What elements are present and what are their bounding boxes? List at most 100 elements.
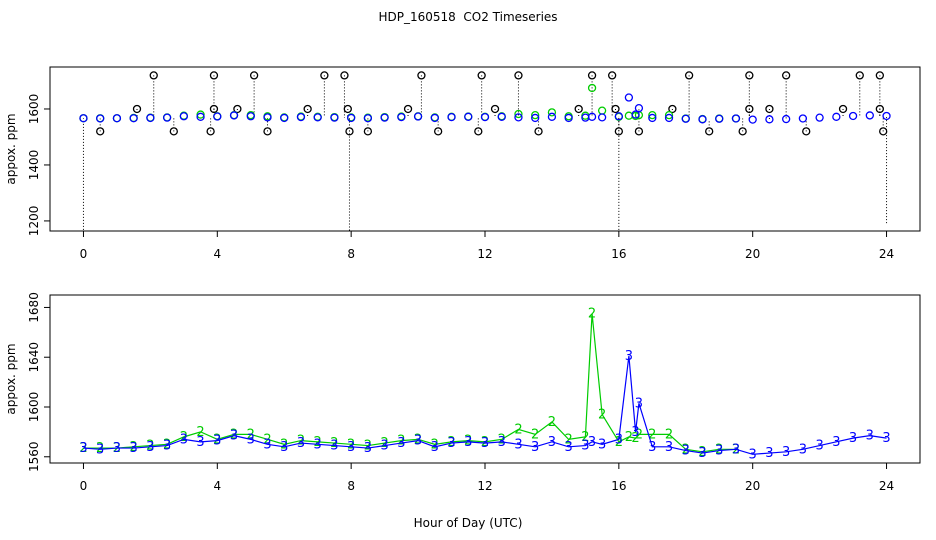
data-marker: 3	[682, 444, 690, 459]
data-marker: 3	[588, 435, 596, 450]
data-marker: 3	[79, 441, 87, 456]
data-marker: 3	[598, 437, 606, 452]
outlier-point	[668, 104, 677, 114]
outlier-point	[249, 71, 259, 80]
data-point	[313, 113, 322, 122]
data-marker: 3	[180, 432, 188, 447]
data-marker: 3	[297, 436, 305, 451]
x-tick-label: 4	[213, 479, 221, 493]
y-tick-label: 1400	[27, 150, 41, 181]
data-point	[263, 113, 272, 122]
data-point	[380, 113, 389, 122]
data-marker: 3	[565, 440, 573, 455]
outlier-point	[608, 71, 617, 80]
outlier-point	[96, 127, 105, 136]
outlier-point	[875, 104, 884, 114]
x-tick-label: 12	[477, 479, 492, 493]
data-point	[79, 114, 88, 123]
data-point	[882, 111, 891, 121]
data-marker: 2	[213, 432, 221, 447]
series-line	[83, 313, 736, 453]
data-point	[748, 115, 757, 124]
outlier-point	[474, 127, 483, 136]
data-marker: 3	[815, 439, 823, 454]
outlier-point	[209, 71, 219, 80]
outlier-point	[534, 127, 543, 136]
outlier-point	[477, 71, 486, 80]
data-marker: 3	[280, 440, 288, 455]
outlier-point	[745, 104, 754, 114]
data-point	[296, 112, 306, 122]
data-point	[531, 113, 540, 123]
data-marker: 3	[732, 442, 740, 457]
data-point	[213, 112, 222, 121]
outlier-point	[875, 71, 884, 80]
data-marker: 2	[247, 427, 255, 442]
data-point	[179, 112, 188, 121]
data-marker: 2	[96, 441, 104, 456]
data-point	[464, 112, 473, 121]
outlier-point	[745, 71, 754, 80]
outlier-point	[684, 71, 694, 80]
data-marker: 3	[635, 396, 643, 411]
data-marker: 2	[130, 440, 138, 455]
data-marker: 2	[330, 436, 338, 451]
data-marker: 3	[163, 439, 171, 454]
data-marker: 2	[682, 442, 690, 457]
data-point	[681, 114, 690, 123]
data-point	[782, 114, 791, 124]
outlier-point	[403, 104, 413, 114]
x-axis-label: Hour of Day (UTC)	[414, 516, 523, 530]
data-point	[514, 109, 523, 119]
data-marker: 2	[314, 435, 322, 450]
data-point	[648, 110, 657, 120]
data-marker: 2	[364, 439, 372, 454]
data-point	[413, 112, 423, 121]
data-marker: 3	[866, 429, 874, 444]
x-tick-label: 12	[477, 247, 492, 261]
outlier-point	[838, 104, 848, 114]
data-point	[865, 111, 874, 120]
data-point	[664, 110, 674, 120]
data-point	[715, 114, 724, 123]
data-marker: 3	[715, 444, 723, 459]
data-point	[129, 114, 138, 123]
data-marker: 3	[531, 440, 539, 455]
data-marker: 2	[498, 432, 506, 447]
data-marker: 3	[615, 432, 623, 447]
data-marker: 3	[96, 442, 104, 457]
data-point	[832, 112, 841, 121]
data-point	[531, 110, 540, 120]
data-point	[246, 112, 255, 121]
data-point	[664, 113, 674, 123]
data-marker: 2	[464, 434, 472, 449]
outlier-point	[206, 127, 215, 136]
data-point	[547, 112, 557, 121]
data-marker: 3	[130, 441, 138, 456]
data-marker: 3	[431, 440, 439, 455]
x-tick-label: 0	[80, 247, 88, 261]
data-marker: 2	[431, 437, 439, 452]
data-marker: 3	[397, 436, 405, 451]
data-marker: 3	[832, 435, 840, 450]
data-point	[587, 83, 597, 93]
x-tick-label: 16	[611, 247, 626, 261]
outlier-point	[343, 104, 352, 114]
data-point	[848, 111, 858, 121]
outlier-point	[303, 104, 312, 114]
data-point	[597, 113, 607, 122]
data-marker: 3	[782, 445, 790, 460]
data-marker: 3	[213, 434, 221, 449]
outlier-point	[574, 104, 583, 114]
y-axis-label: appox. ppm	[4, 343, 18, 414]
data-marker: 3	[247, 432, 255, 447]
outlier-point	[634, 127, 644, 136]
data-marker: 3	[347, 440, 355, 455]
data-marker: 2	[146, 439, 154, 454]
data-marker: 2	[447, 435, 455, 450]
y-tick-label: 1640	[27, 342, 41, 373]
data-marker: 2	[163, 437, 171, 452]
data-marker: 2	[698, 445, 706, 460]
data-point	[564, 113, 573, 123]
data-marker: 3	[146, 440, 154, 455]
